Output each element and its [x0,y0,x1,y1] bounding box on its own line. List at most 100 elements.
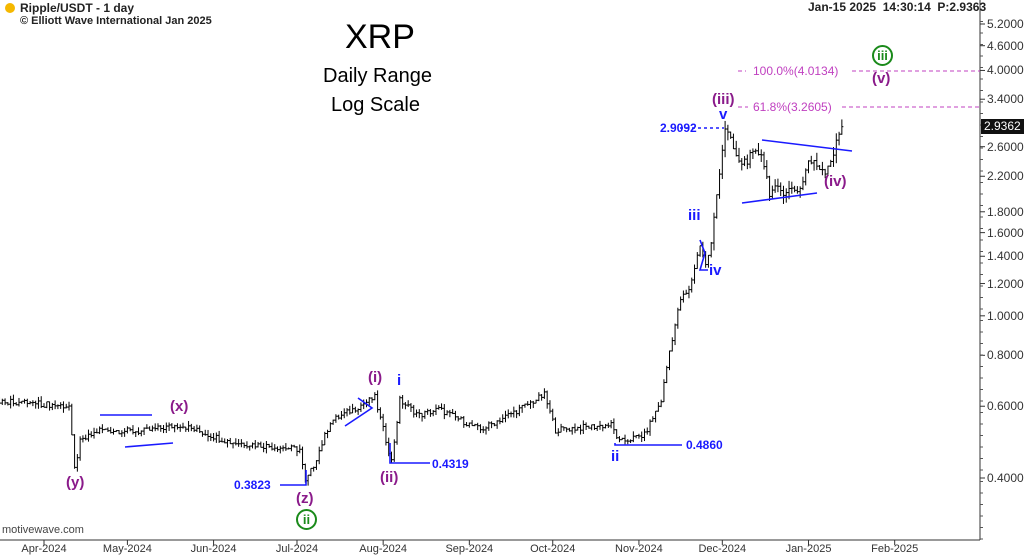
wave-label-ii: ii [611,448,620,465]
ohlc-bar [723,120,727,158]
ohlc-bar [565,427,569,433]
y-tick-label: 0.6000 [987,399,1024,414]
symbol-label: Ripple/USDT - 1 day [20,1,135,15]
ohlc-bar [790,181,794,194]
ohlc-bar [679,296,683,311]
ohlc-bar [384,423,388,446]
ohlc-bar [401,394,405,409]
ohlc-bar [150,425,154,432]
ohlc-bar [567,427,571,432]
ohlc-bar [795,186,799,194]
ohlc-bar [245,441,249,449]
ohlc-bar [759,149,763,162]
ohlc-bar [225,438,229,448]
ohlc-bar [181,422,185,429]
y-tick-label: 0.8000 [987,348,1024,363]
ohlc-bar [281,445,285,452]
ohlc-bar [762,151,766,170]
ohlc-bar [598,420,602,430]
ohlc-bar [793,185,797,193]
ohlc-bar [45,401,49,409]
ohlc-bar [137,427,141,436]
ohlc-bar [184,426,188,432]
ohlc-bar [320,440,324,452]
ohlc-bar [103,428,107,431]
ohlc-bar [431,409,435,417]
ohlc-bar [823,168,827,179]
x-tick-label: Oct-2024 [530,543,576,555]
ohlc-bar [78,436,82,461]
ohlc-bar [298,444,302,454]
ohlc-bar [592,424,596,431]
triangle-lower-2 [741,192,818,204]
ohlc-bar [731,133,735,150]
ohlc-bar [579,424,583,435]
ohlc-bar [25,398,29,408]
ohlc-bar [231,442,235,449]
ohlc-bar [398,395,402,424]
ohlc-bar [609,419,613,429]
ohlc-bar [242,442,246,449]
ohlc-bar [131,425,135,435]
ohlc-bar [562,426,566,431]
ohlc-bar [86,429,90,442]
ohlc-bar [317,446,321,465]
last-price-badge [981,119,1024,134]
ohlc-bar [531,400,535,409]
ohlc-bar [334,414,338,423]
ohlc-bar [737,147,741,163]
ohlc-bar [442,404,446,420]
ohlc-bar [206,429,210,442]
ohlc-bar [709,242,713,258]
x-tick-label: Feb-2025 [871,543,919,555]
ohlc-bar [804,168,808,186]
ohlc-bar [576,426,580,431]
ohlc-bar [276,446,280,452]
ohlc-bar [59,402,63,409]
ohlc-bar [156,423,160,431]
y-tick-label: 4.0000 [987,63,1024,78]
ohlc-bar [659,399,663,408]
ohlc-bar [712,212,716,251]
ohlc-bar [506,409,510,419]
ohlc-bar [348,405,352,415]
ohlc-bar [751,148,755,160]
ohlc-bar [331,419,335,425]
x-tick-label: Jan-2025 [785,543,832,555]
ohlc-bar [409,403,413,412]
ohlc-bar [651,416,655,422]
ohlc-bar [259,441,263,448]
ohlc-bar [120,430,124,438]
ohlc-bar [195,424,199,433]
x-tick-label: Jun-2024 [190,543,237,555]
ohlc-bar [612,418,616,435]
ohlc-bar [781,185,785,204]
ohlc-bar [295,446,299,457]
ohlc-bar [73,434,77,469]
ohlc-bar [542,388,546,399]
wave-label-iii: iii [688,207,701,224]
ohlc-bar [351,403,355,414]
ohlc-bar [189,423,193,432]
ohlc-bar [665,365,669,384]
x-tick-label: Nov-2024 [615,543,663,555]
ohlc-bar [128,427,132,432]
ohlc-bar [515,410,519,419]
ohlc-bar [142,427,146,436]
ohlc-bar [484,426,488,435]
ohlc-bar [684,289,688,295]
ohlc-bar [359,402,363,412]
ohlc-bar [756,142,760,156]
ohlc-bar [698,245,702,257]
ohlc-bar [173,424,177,433]
copyright: © Elliott Wave International Jan 2025 [20,15,212,27]
x-tick-label: Dec-2024 [698,543,747,555]
ohlc-bar [20,400,24,404]
ohlc-bar [3,398,7,406]
ohlc-bar [509,411,513,418]
ohlc-bar [289,444,293,452]
ohlc-bar [278,445,282,454]
ohlc-bar [23,398,27,404]
ohlc-bar [248,445,252,451]
